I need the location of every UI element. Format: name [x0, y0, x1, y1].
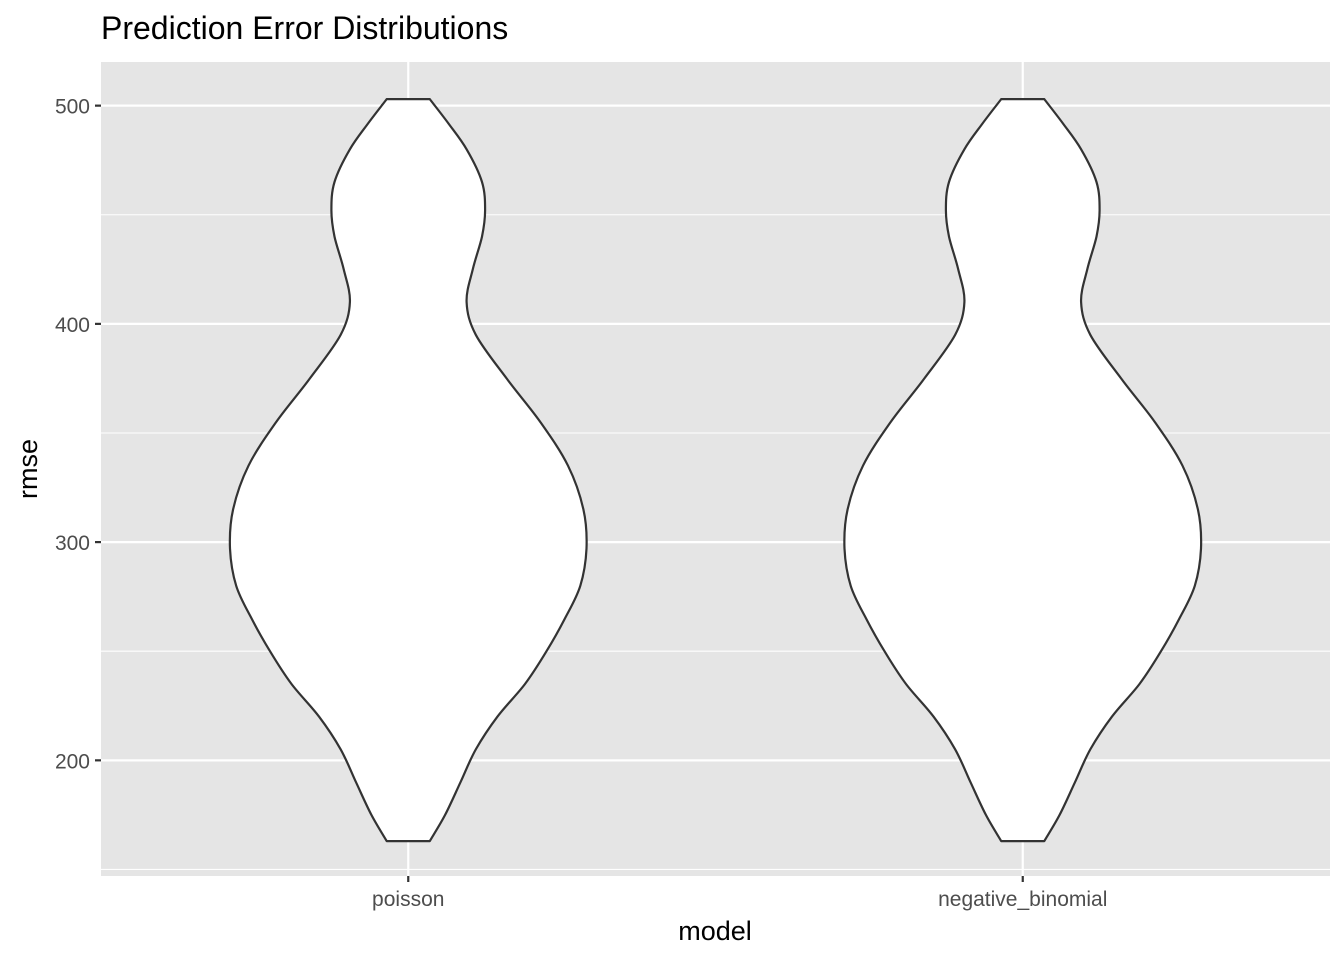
- x-axis-label: model: [678, 916, 752, 946]
- y-tick-label: 400: [55, 314, 90, 337]
- x-tick-label: negative_binomial: [938, 888, 1107, 911]
- y-tick-label: 500: [55, 96, 90, 119]
- x-tick-label: poisson: [372, 888, 444, 911]
- violin-negative_binomial: [843, 98, 1203, 843]
- y-tick-label: 300: [55, 532, 90, 555]
- violins: [228, 98, 1203, 843]
- y-tick-label: 200: [55, 750, 90, 773]
- chart-title: Prediction Error Distributions: [101, 10, 508, 46]
- violin-poisson: [228, 98, 588, 843]
- y-axis-label: rmse: [13, 439, 43, 499]
- axes: 200 300 400 500 poisson negative_binomial: [55, 96, 1107, 911]
